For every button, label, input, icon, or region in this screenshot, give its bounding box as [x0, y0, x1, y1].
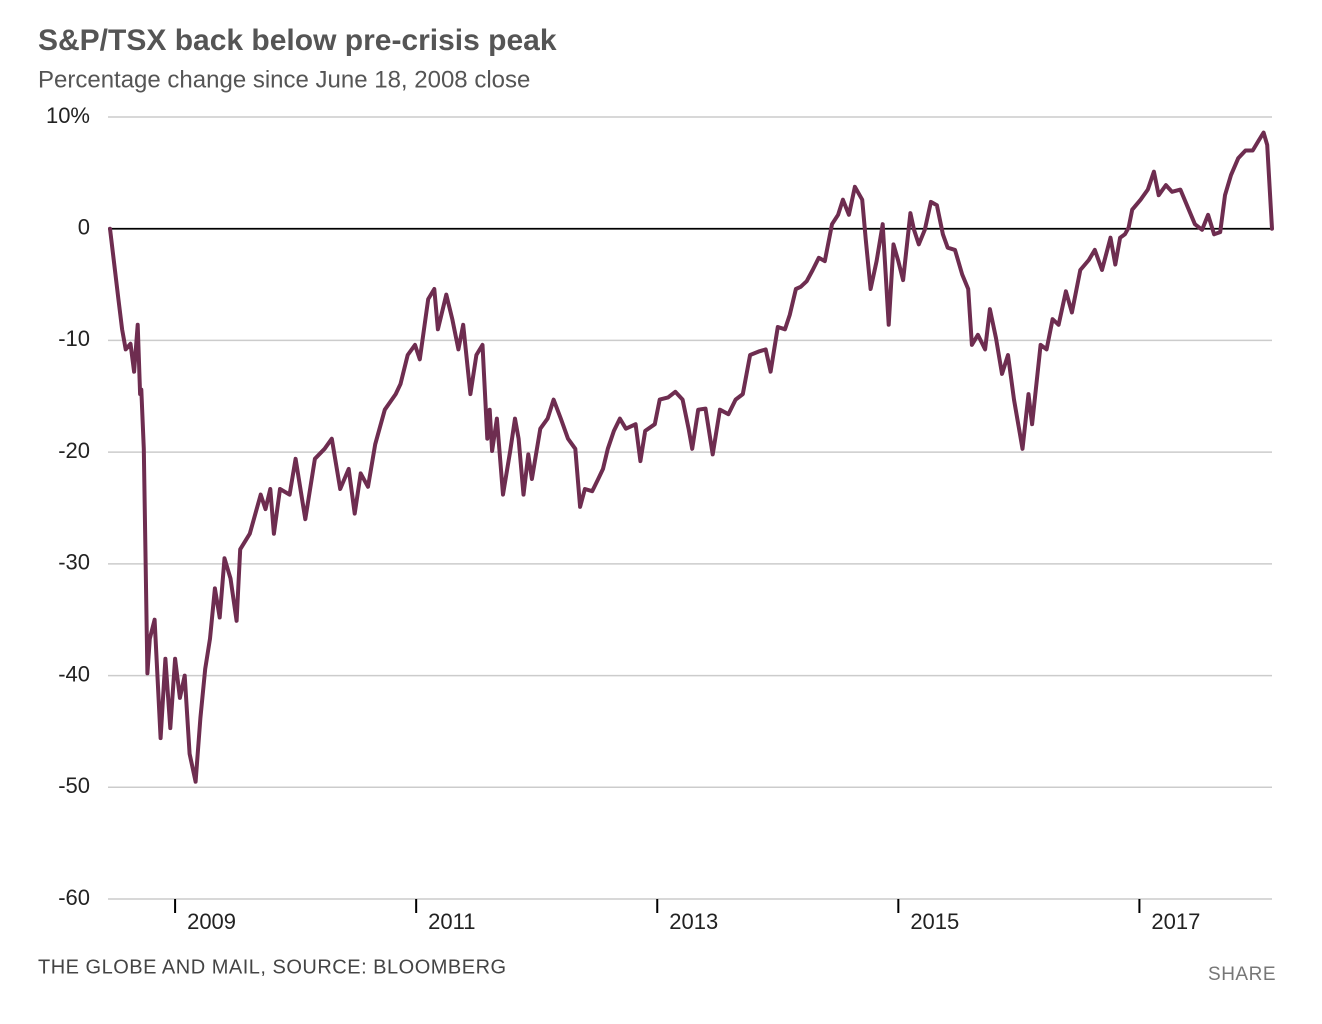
x-tick-label: 2011 [428, 909, 475, 934]
line-series [108, 130, 1274, 784]
y-tick-label: -10 [58, 326, 90, 351]
y-tick-label: 0 [78, 215, 90, 240]
y-tick-label: -30 [58, 550, 90, 575]
x-tick-label: 2013 [669, 909, 718, 934]
source: THE GLOBE AND MAIL, SOURCE: BLOOMBERG [38, 956, 507, 978]
x-tick-label: 2009 [187, 909, 236, 934]
y-tick-label: -40 [58, 661, 90, 686]
y-tick-label: -20 [58, 438, 90, 463]
y-tick-label: 10% [46, 103, 90, 128]
chart-subtitle: Percentage change since June 18, 2008 cl… [38, 66, 530, 93]
chart-title: S&P/TSX back below pre-crisis peak [38, 24, 557, 57]
share-button[interactable]: SHARE [1208, 964, 1276, 985]
y-tick-label: -60 [58, 885, 90, 910]
x-tick-label: 2015 [910, 909, 959, 934]
y-tick-label: -50 [58, 773, 90, 798]
x-tick-label: 2017 [1151, 909, 1200, 934]
